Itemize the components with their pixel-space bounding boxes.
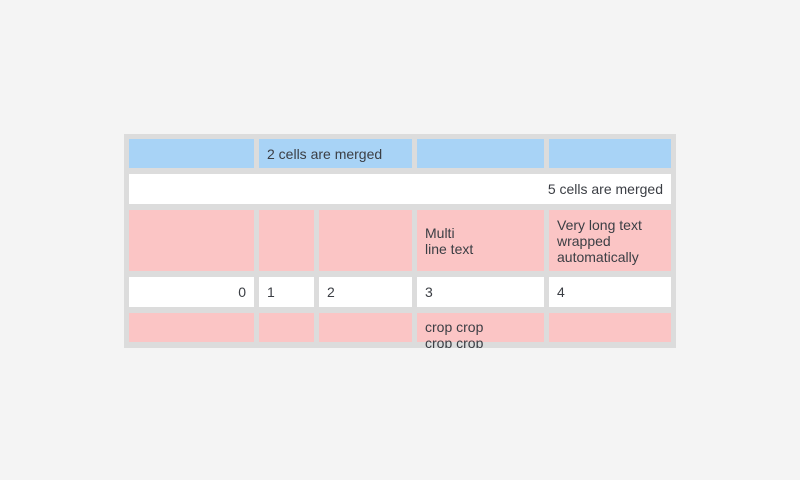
table-cell-r5c1[interactable] bbox=[129, 313, 254, 342]
cell-text: 0 bbox=[238, 284, 246, 300]
table-cell-r5c5[interactable] bbox=[549, 313, 671, 342]
table-cell-r5c2[interactable] bbox=[259, 313, 314, 342]
table-cell-r3c4[interactable]: Multi line text bbox=[417, 210, 544, 271]
table-cell-r5c3[interactable] bbox=[319, 313, 412, 342]
cell-text: 2 bbox=[327, 284, 335, 300]
table-cell-r4c3[interactable]: 2 bbox=[319, 277, 412, 307]
cell-text: 2 cells are merged bbox=[267, 145, 383, 162]
table-cell-r3c3[interactable] bbox=[319, 210, 412, 271]
table-cell-r4c1[interactable]: 0 bbox=[129, 277, 254, 307]
cell-text: 1 bbox=[267, 284, 275, 300]
table-cell-r5c4-cropped[interactable]: crop crop crop crop bbox=[417, 313, 544, 348]
cell-text: Multi line text bbox=[425, 224, 474, 257]
table-cell-r4c2[interactable]: 1 bbox=[259, 277, 314, 307]
cell-text: 3 bbox=[425, 284, 433, 300]
cell-text: Very long text wrapped automatically bbox=[557, 216, 642, 265]
cell-text: 5 cells are merged bbox=[547, 181, 663, 197]
table-cell-r1c1[interactable] bbox=[129, 139, 254, 168]
table-cell-r1c2-merged[interactable]: 2 cells are merged bbox=[259, 139, 412, 168]
cell-text: crop crop crop crop bbox=[425, 319, 484, 348]
table-cell-r3c5[interactable]: Very long text wrapped automatically bbox=[549, 210, 671, 271]
table-cell-r3c1[interactable] bbox=[129, 210, 254, 271]
table-cell-r1c5[interactable] bbox=[549, 139, 671, 168]
table-cell-r1c4[interactable] bbox=[417, 139, 544, 168]
table-cell-r4c4[interactable]: 3 bbox=[417, 277, 544, 307]
table-cell-r3c2[interactable] bbox=[259, 210, 314, 271]
table-cell-r4c5[interactable]: 4 bbox=[549, 277, 671, 307]
cell-text: 4 bbox=[557, 284, 565, 300]
table: 2 cells are merged 5 cells are merged Mu… bbox=[124, 134, 676, 348]
table-cell-r2-merged[interactable]: 5 cells are merged bbox=[129, 174, 671, 204]
